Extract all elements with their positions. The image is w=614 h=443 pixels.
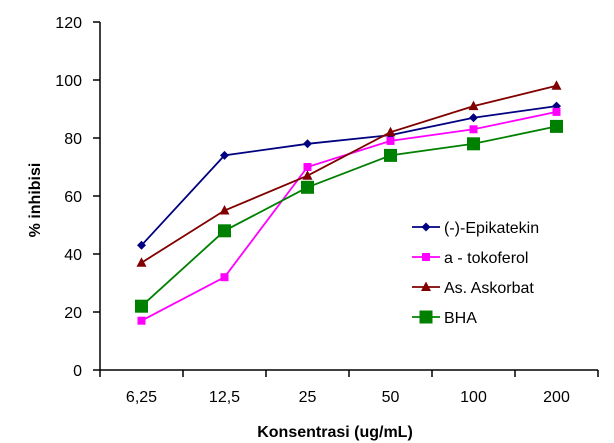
axes: [93, 21, 599, 377]
data-point: [220, 150, 229, 160]
data-point: [469, 113, 478, 123]
x-axis-title: Konsentrasi (ug/mL): [257, 424, 413, 441]
x-tick-labels: 6,25 12,5 25 50 100 200: [126, 389, 570, 406]
data-point: [219, 205, 230, 215]
series-layer: [135, 80, 563, 325]
legend-marker: [421, 281, 431, 291]
series-3: [136, 80, 562, 267]
x-tick-label: 6,25: [126, 389, 157, 406]
y-tick-label: 0: [73, 363, 82, 380]
data-point: [302, 170, 313, 180]
y-tick-label: 100: [55, 73, 82, 90]
legend-label: a - tokoferol: [444, 250, 528, 267]
data-point: [135, 299, 148, 313]
y-tick-label: 60: [64, 189, 82, 206]
data-point: [218, 224, 231, 238]
legend-marker: [421, 222, 431, 232]
data-point: [385, 126, 396, 137]
data-point: [303, 163, 312, 171]
data-point: [552, 107, 561, 116]
legend-item: BHA: [412, 310, 477, 327]
legend-label: As. Askorbat: [444, 280, 534, 297]
data-point: [467, 137, 480, 151]
x-tick-label: 50: [382, 389, 400, 406]
x-tick-label: 12,5: [209, 389, 240, 406]
series-4: [135, 119, 563, 313]
data-point: [468, 100, 479, 111]
legend-item: As. Askorbat: [412, 280, 534, 297]
legend-item: (-)-Epikatekin: [412, 220, 539, 237]
data-point: [136, 257, 147, 267]
y-tick-labels: 0 20 40 60 80 100 120: [55, 15, 82, 380]
data-point: [551, 80, 562, 90]
data-point: [386, 136, 395, 145]
data-point: [301, 180, 314, 194]
data-point: [137, 240, 146, 250]
series-line: [140, 105, 557, 246]
y-tick-label: 40: [64, 247, 82, 264]
legend-item: a - tokoferol: [412, 250, 528, 267]
y-tick-label: 20: [64, 305, 82, 322]
data-point: [220, 273, 229, 282]
y-axis-title: % inhibisi: [27, 163, 44, 238]
x-tick-label: 100: [460, 389, 487, 406]
x-tick-label: 200: [543, 389, 570, 406]
legend-label: (-)-Epikatekin: [444, 220, 539, 237]
legend-label: BHA: [444, 310, 477, 327]
series-line: [140, 125, 557, 307]
legend-marker: [422, 253, 430, 261]
x-tick-label: 25: [299, 389, 317, 406]
data-point: [469, 125, 478, 134]
data-point: [303, 139, 312, 149]
legend-marker: [419, 310, 433, 324]
data-point: [550, 119, 563, 133]
y-tick-label: 80: [64, 131, 82, 148]
data-point: [137, 316, 146, 325]
data-point: [384, 148, 397, 162]
series-line: [141, 84, 557, 264]
y-tick-label: 120: [55, 15, 82, 32]
legend: (-)-Epikatekin a - tokoferol As. Askorbat B…: [412, 220, 539, 327]
